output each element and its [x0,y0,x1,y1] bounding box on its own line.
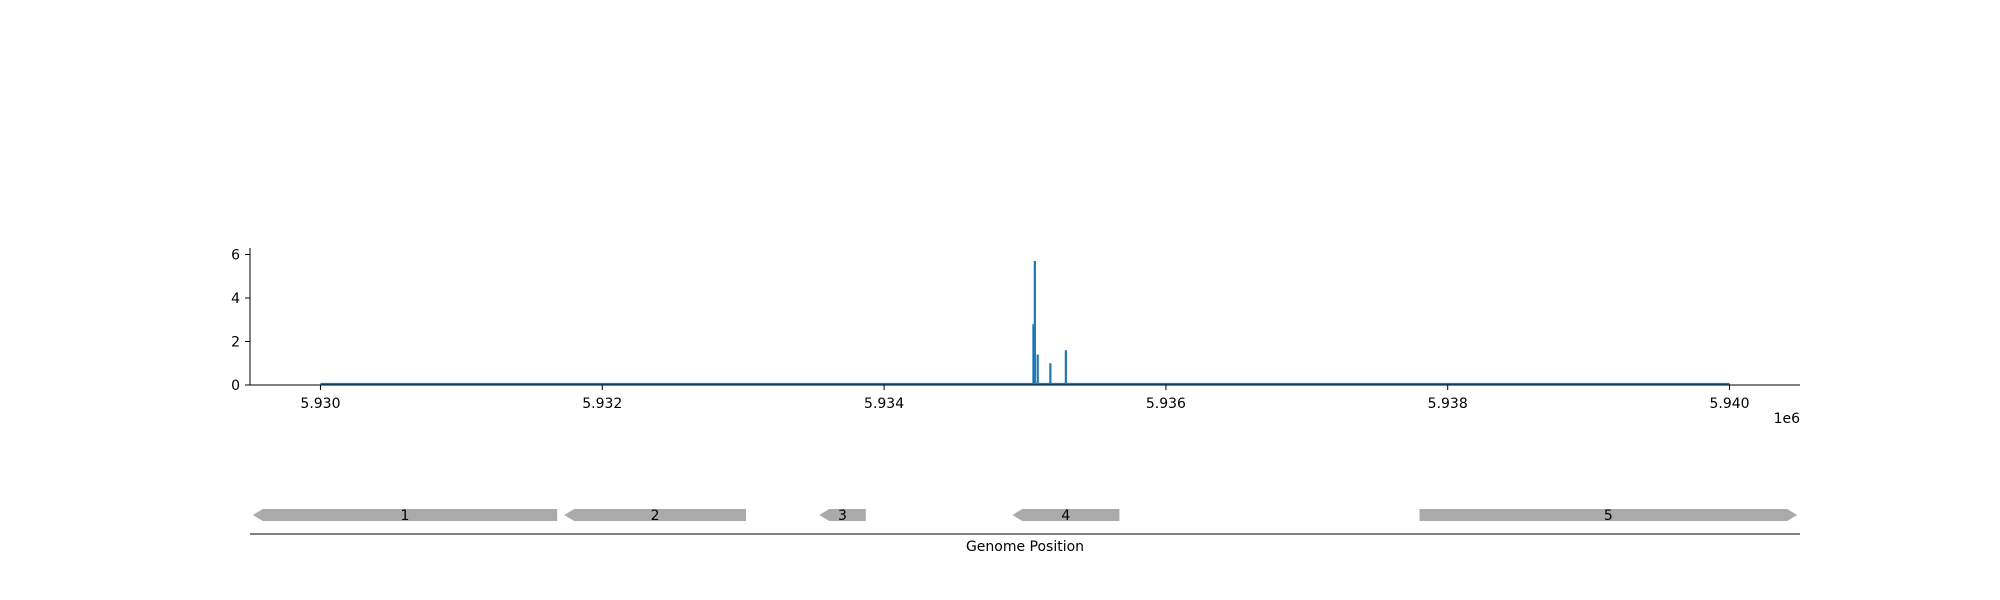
gene-arrow [1012,509,1120,521]
gene-label: 1 [401,508,410,524]
x-offset-label: 1e6 [1774,411,1801,427]
gene-track: 1 2 3 4 5 Genome Position [250,508,1800,555]
gene-arrow [564,509,746,521]
x-tick-label: 5.940 [1709,396,1749,412]
y-tick-label: 2 [231,335,240,351]
gene-label: 5 [1604,508,1613,524]
gene-arrow [252,509,558,521]
x-tick-label: 5.934 [864,396,904,412]
x-tick-label: 5.932 [582,396,622,412]
x-tick-label: 5.936 [1146,396,1186,412]
y-tick-label: 0 [231,378,240,394]
x-tick-label: 5.930 [300,396,340,412]
gene-label: 2 [651,508,660,524]
gene-label: 3 [838,508,847,524]
gene-arrow [819,509,866,521]
y-tick-label: 6 [231,248,240,264]
coverage-plot: 0 2 4 6 5.930 5.932 5.934 5.936 5.938 5.940 1e6 [231,248,1800,427]
x-tick-label: 5.938 [1428,396,1468,412]
gene-label: 4 [1061,508,1070,524]
y-tick-label: 4 [231,291,240,307]
gene-arrow [1419,509,1798,521]
genome-position-label: Genome Position [966,539,1084,555]
